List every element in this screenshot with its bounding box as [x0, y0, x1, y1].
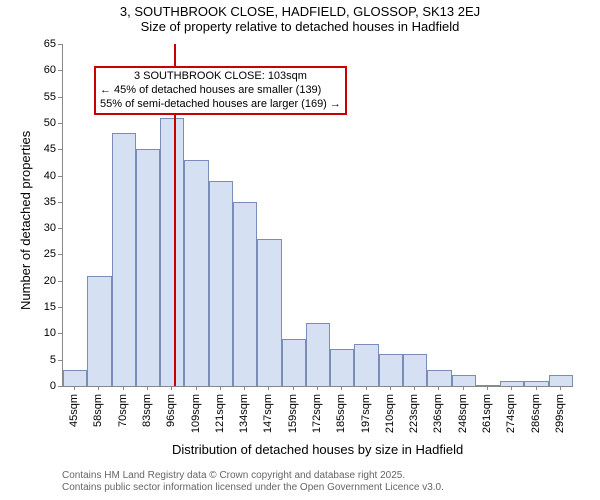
- x-tick-mark: [171, 386, 172, 390]
- y-tick-mark: [58, 70, 62, 71]
- histogram-bar: [354, 344, 378, 386]
- x-tick-mark: [317, 386, 318, 390]
- y-tick-mark: [58, 281, 62, 282]
- y-tick-mark: [58, 97, 62, 98]
- x-tick-mark: [268, 386, 269, 390]
- x-tick-mark: [438, 386, 439, 390]
- y-tick-label: 60: [34, 64, 56, 76]
- x-axis-label: Distribution of detached houses by size …: [172, 442, 463, 457]
- histogram-bar: [112, 133, 136, 386]
- y-tick-mark: [58, 307, 62, 308]
- x-tick-mark: [390, 386, 391, 390]
- x-tick-mark: [487, 386, 488, 390]
- histogram-bar: [209, 181, 233, 386]
- histogram-bar: [427, 370, 451, 386]
- y-tick-label: 55: [34, 91, 56, 103]
- y-tick-mark: [58, 333, 62, 334]
- x-tick-mark: [74, 386, 75, 390]
- y-tick-mark: [58, 202, 62, 203]
- x-tick-mark: [147, 386, 148, 390]
- histogram-bar: [549, 375, 573, 386]
- x-tick-mark: [414, 386, 415, 390]
- chart-title: 3, SOUTHBROOK CLOSE, HADFIELD, GLOSSOP, …: [0, 0, 600, 19]
- y-tick-label: 35: [34, 196, 56, 208]
- y-tick-mark: [58, 386, 62, 387]
- x-tick-mark: [341, 386, 342, 390]
- x-tick-mark: [123, 386, 124, 390]
- x-tick-mark: [196, 386, 197, 390]
- histogram-bar: [524, 381, 548, 386]
- y-tick-mark: [58, 176, 62, 177]
- y-tick-label: 40: [34, 170, 56, 182]
- y-tick-label: 50: [34, 117, 56, 129]
- x-tick-mark: [536, 386, 537, 390]
- attribution-footer: Contains HM Land Registry data © Crown c…: [62, 470, 444, 494]
- x-tick-mark: [293, 386, 294, 390]
- x-tick-mark: [244, 386, 245, 390]
- marker-info-box: 3 SOUTHBROOK CLOSE: 103sqm ← 45% of deta…: [94, 66, 347, 115]
- y-tick-mark: [58, 123, 62, 124]
- y-tick-mark: [58, 254, 62, 255]
- histogram-bar: [500, 381, 524, 386]
- y-tick-mark: [58, 149, 62, 150]
- x-tick-mark: [560, 386, 561, 390]
- y-tick-mark: [58, 360, 62, 361]
- info-line-3: 55% of semi-detached houses are larger (…: [100, 98, 341, 112]
- histogram-bar: [160, 118, 184, 386]
- footer-line-1: Contains HM Land Registry data © Crown c…: [62, 470, 444, 482]
- histogram-bar: [330, 349, 354, 386]
- y-tick-label: 20: [34, 275, 56, 287]
- info-line-1: 3 SOUTHBROOK CLOSE: 103sqm: [100, 70, 341, 84]
- y-tick-label: 10: [34, 327, 56, 339]
- chart-subtitle: Size of property relative to detached ho…: [0, 19, 600, 34]
- histogram-bar: [87, 276, 111, 386]
- histogram-bar: [403, 354, 427, 386]
- histogram-bar: [63, 370, 87, 386]
- y-axis-label: Number of detached properties: [18, 131, 33, 310]
- y-tick-label: 25: [34, 248, 56, 260]
- y-tick-label: 65: [34, 38, 56, 50]
- y-tick-label: 0: [34, 380, 56, 392]
- histogram-bar: [282, 339, 306, 386]
- histogram-bar: [306, 323, 330, 386]
- y-tick-label: 5: [34, 354, 56, 366]
- histogram-bar: [184, 160, 208, 386]
- histogram-bar: [257, 239, 281, 386]
- x-tick-mark: [463, 386, 464, 390]
- x-tick-mark: [220, 386, 221, 390]
- footer-line-2: Contains public sector information licen…: [62, 482, 444, 494]
- info-line-2: ← 45% of detached houses are smaller (13…: [100, 84, 341, 98]
- histogram-bar: [136, 149, 160, 386]
- histogram-bar: [379, 354, 403, 386]
- x-tick-mark: [366, 386, 367, 390]
- histogram-bar: [233, 202, 257, 386]
- y-tick-mark: [58, 44, 62, 45]
- y-tick-label: 15: [34, 301, 56, 313]
- x-tick-mark: [98, 386, 99, 390]
- y-tick-mark: [58, 228, 62, 229]
- y-tick-label: 30: [34, 222, 56, 234]
- y-tick-label: 45: [34, 143, 56, 155]
- x-tick-mark: [511, 386, 512, 390]
- histogram-bar: [452, 375, 476, 386]
